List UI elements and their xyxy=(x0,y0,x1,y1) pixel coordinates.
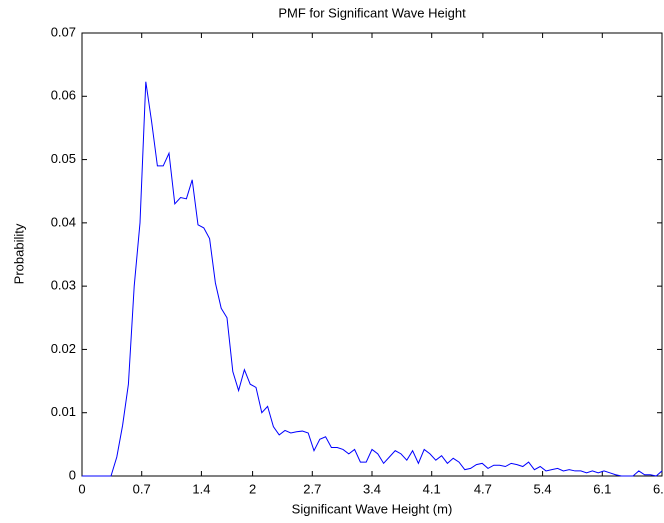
x-tick-label: 4.7 xyxy=(474,481,492,496)
x-tick-label: 6.8 xyxy=(653,481,664,496)
x-tick-label: 2.7 xyxy=(303,481,321,496)
y-tick-label: 0.06 xyxy=(51,88,76,103)
y-tick-label: 0.07 xyxy=(51,24,76,39)
y-tick-label: 0.01 xyxy=(51,404,76,419)
y-tick-label: 0.05 xyxy=(51,151,76,166)
x-tick-label: 0.7 xyxy=(133,481,151,496)
x-tick-label: 1.4 xyxy=(192,481,210,496)
x-tick-label: 5.4 xyxy=(534,481,552,496)
y-tick-label: 0 xyxy=(69,467,76,482)
x-tick-label: 0 xyxy=(78,481,85,496)
x-tick-label: 2 xyxy=(249,481,256,496)
data-line xyxy=(82,81,663,477)
x-axis-label: Significant Wave Height (m) xyxy=(292,501,453,516)
y-axis-label: Probability xyxy=(11,223,26,284)
x-tick-label: 6.1 xyxy=(593,481,611,496)
chart-title: PMF for Significant Wave Height xyxy=(278,5,466,20)
y-tick-label: 0.02 xyxy=(51,341,76,356)
x-tick-label: 4.1 xyxy=(423,481,441,496)
x-tick-label: 3.4 xyxy=(363,481,381,496)
y-tick-label: 0.03 xyxy=(51,278,76,293)
y-tick-label: 0.04 xyxy=(51,214,76,229)
